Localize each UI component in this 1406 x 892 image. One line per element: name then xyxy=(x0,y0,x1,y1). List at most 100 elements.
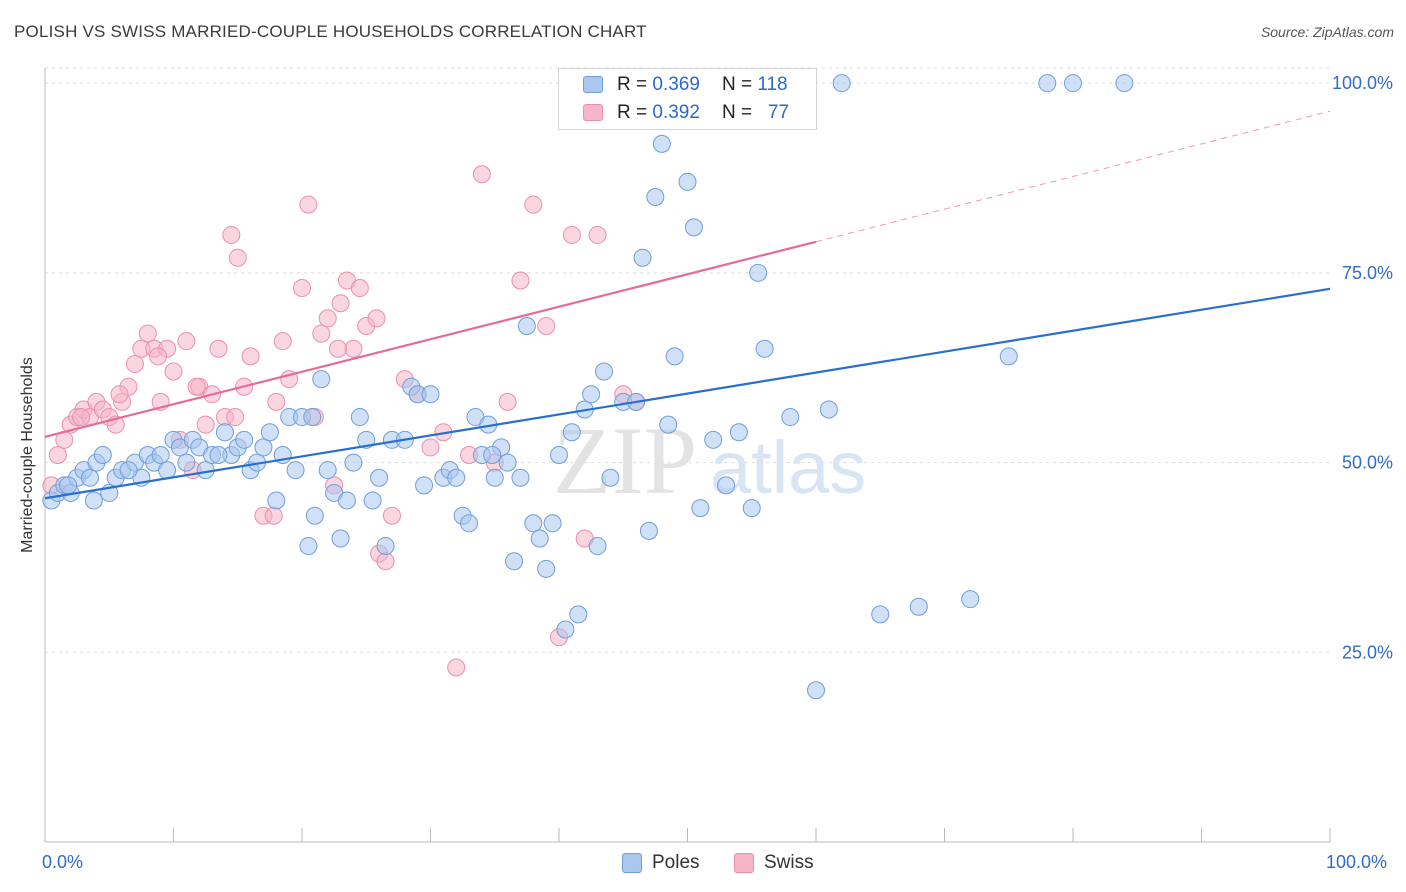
poles-point xyxy=(215,423,234,442)
n-value: 77 xyxy=(767,102,790,123)
poles-point xyxy=(537,559,556,578)
x-tick-max: 100.0% xyxy=(1326,852,1388,872)
poles-point xyxy=(652,134,671,153)
swiss-point xyxy=(187,377,206,396)
poles-point xyxy=(1115,74,1134,93)
chart-title: POLISH VS SWISS MARRIED-COUPLE HOUSEHOLD… xyxy=(14,22,647,41)
swiss-point xyxy=(125,354,144,373)
poles-point xyxy=(350,408,369,427)
swiss-point xyxy=(562,225,581,244)
poles-point xyxy=(460,514,479,533)
swiss-point xyxy=(318,309,337,328)
r-label: R = xyxy=(617,74,648,95)
poles-point xyxy=(807,681,825,700)
swiss-point xyxy=(328,339,347,358)
poles-point xyxy=(421,385,440,404)
stats-row-swiss: R = 0.392 N = 77 xyxy=(583,101,790,125)
poles-point xyxy=(337,491,356,510)
poles-point xyxy=(601,468,620,487)
swiss-point xyxy=(537,317,556,335)
swiss-point xyxy=(226,408,245,427)
poles-point xyxy=(119,461,138,480)
poles-point xyxy=(556,620,575,639)
y-tick-label: 50.0% xyxy=(1342,453,1393,473)
poles-point xyxy=(517,317,536,335)
poles-point xyxy=(305,506,324,525)
poles-point xyxy=(909,597,928,616)
poles-point xyxy=(151,446,170,464)
poles-point xyxy=(485,468,504,487)
poles-point xyxy=(717,476,736,495)
poles-point xyxy=(678,172,697,191)
poles-point xyxy=(370,468,389,487)
poles-point xyxy=(684,218,703,237)
trend-lines xyxy=(44,110,1331,500)
poles-point xyxy=(299,537,318,556)
x-tick-min: 0.0% xyxy=(42,852,84,872)
poles-point xyxy=(562,423,581,442)
r-value: 0.392 xyxy=(652,102,700,123)
swiss-point xyxy=(447,658,466,677)
poles-point xyxy=(357,430,376,449)
swiss-points xyxy=(42,74,646,677)
poles-point xyxy=(1038,74,1057,93)
poles-point xyxy=(286,461,305,480)
poles-point xyxy=(158,461,177,480)
poles-legend-label: Poles xyxy=(652,852,700,873)
poles-point xyxy=(511,468,530,487)
swiss-point xyxy=(264,506,283,525)
poles-point xyxy=(742,499,761,518)
poles-point xyxy=(550,446,568,464)
swiss-point xyxy=(511,271,530,290)
poles-trend-line xyxy=(44,287,1331,500)
poles-point xyxy=(646,188,665,206)
swiss-point xyxy=(421,438,440,457)
poles-point xyxy=(659,415,678,434)
poles-point xyxy=(569,605,588,624)
n-value: 118 xyxy=(757,74,788,95)
poles-point xyxy=(80,468,99,487)
poles-point xyxy=(543,514,562,533)
poles-point xyxy=(729,423,748,442)
swiss-point xyxy=(71,408,90,427)
watermark: ZIP atlas xyxy=(553,407,866,514)
swiss-point xyxy=(299,195,318,214)
poles-point xyxy=(639,521,658,540)
poles-point xyxy=(312,370,331,389)
swiss-point xyxy=(164,362,183,381)
poles-point xyxy=(331,529,350,548)
poles-point xyxy=(318,461,337,480)
poles-point xyxy=(498,453,517,472)
swiss-point xyxy=(524,195,543,214)
series-legend: Poles Swiss xyxy=(0,852,1406,878)
swiss-point xyxy=(48,446,67,464)
poles-point xyxy=(505,552,524,571)
poles-point xyxy=(177,453,196,472)
swiss-swatch xyxy=(583,104,603,121)
swiss-point xyxy=(472,165,491,184)
swiss-point xyxy=(241,347,260,366)
poles-point xyxy=(594,362,613,381)
y-tick-label: 25.0% xyxy=(1342,642,1393,662)
swiss-point xyxy=(376,552,395,571)
n-label: N = xyxy=(721,74,753,95)
poles-point xyxy=(376,537,395,556)
legend-item-poles[interactable]: Poles xyxy=(622,852,700,874)
swiss-point xyxy=(350,279,369,298)
swiss-point xyxy=(267,392,286,411)
legend-item-swiss[interactable]: Swiss xyxy=(734,852,814,874)
poles-point xyxy=(209,446,228,464)
poles-point xyxy=(415,476,434,495)
poles-point xyxy=(363,491,382,510)
poles-point xyxy=(524,514,543,533)
swiss-point xyxy=(331,294,350,313)
swiss-point xyxy=(367,309,386,328)
poles-point xyxy=(447,468,466,487)
swiss-point xyxy=(312,324,331,343)
swiss-point xyxy=(344,339,363,358)
swiss-point xyxy=(110,385,129,404)
poles-point xyxy=(530,529,549,548)
swiss-point xyxy=(273,332,292,351)
poles-point xyxy=(755,339,774,358)
swiss-point xyxy=(222,225,241,244)
